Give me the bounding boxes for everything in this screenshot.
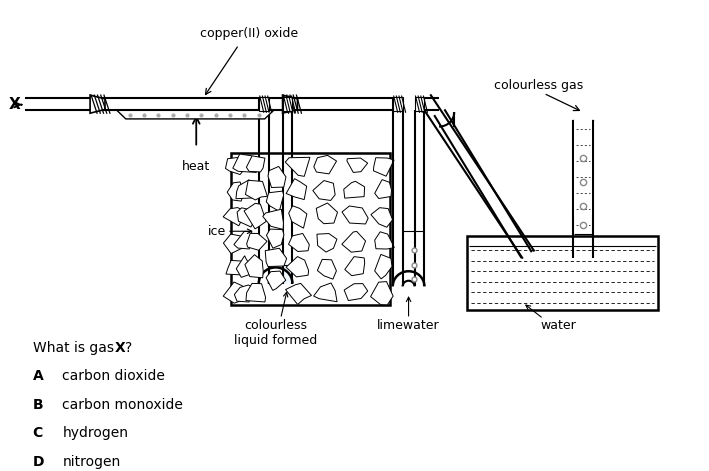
Text: hydrogen: hydrogen — [62, 426, 128, 440]
Text: water: water — [540, 319, 576, 332]
Polygon shape — [375, 232, 394, 249]
Polygon shape — [234, 231, 254, 249]
Polygon shape — [345, 257, 364, 276]
Bar — [469, 245, 656, 309]
Polygon shape — [236, 180, 257, 199]
Polygon shape — [236, 256, 255, 277]
Polygon shape — [314, 155, 337, 174]
Bar — [283, 265, 293, 284]
Polygon shape — [313, 180, 335, 201]
Bar — [574, 120, 592, 215]
Polygon shape — [265, 248, 286, 267]
Text: ice: ice — [208, 225, 226, 238]
Polygon shape — [259, 97, 269, 111]
Polygon shape — [235, 285, 255, 302]
Polygon shape — [223, 234, 248, 253]
Polygon shape — [223, 282, 250, 303]
Polygon shape — [268, 166, 286, 187]
Text: carbon dioxide: carbon dioxide — [62, 369, 165, 383]
Polygon shape — [244, 203, 266, 229]
Polygon shape — [316, 203, 337, 224]
Text: B: B — [33, 398, 43, 412]
Polygon shape — [342, 206, 368, 224]
Polygon shape — [375, 179, 391, 198]
Text: carbon monoxide: carbon monoxide — [62, 398, 183, 412]
Polygon shape — [233, 154, 257, 172]
Polygon shape — [342, 231, 366, 252]
Text: nitrogen: nitrogen — [62, 455, 121, 469]
Polygon shape — [415, 97, 425, 111]
Polygon shape — [226, 260, 249, 275]
Polygon shape — [313, 283, 337, 302]
Polygon shape — [286, 179, 307, 200]
Polygon shape — [247, 156, 265, 172]
Polygon shape — [247, 233, 267, 250]
Polygon shape — [246, 284, 266, 302]
Polygon shape — [286, 284, 311, 304]
Polygon shape — [289, 234, 309, 252]
Text: ?: ? — [125, 341, 132, 355]
Text: D: D — [33, 455, 44, 469]
Polygon shape — [283, 97, 293, 111]
Polygon shape — [223, 208, 246, 226]
Polygon shape — [318, 260, 336, 279]
Polygon shape — [225, 156, 245, 175]
Polygon shape — [263, 209, 284, 229]
Polygon shape — [267, 229, 284, 248]
Bar — [403, 231, 425, 302]
Polygon shape — [283, 95, 298, 113]
Polygon shape — [289, 206, 307, 228]
Text: heat: heat — [182, 160, 211, 173]
Text: colourless
liquid formed: colourless liquid formed — [234, 319, 317, 347]
Polygon shape — [371, 282, 393, 305]
Bar — [467, 236, 658, 310]
Polygon shape — [237, 208, 255, 227]
Polygon shape — [393, 97, 403, 111]
Polygon shape — [286, 257, 308, 277]
Polygon shape — [245, 255, 263, 278]
Polygon shape — [317, 234, 337, 252]
Text: limewater: limewater — [377, 319, 440, 332]
Text: X: X — [115, 341, 125, 355]
Polygon shape — [266, 271, 286, 291]
Text: C: C — [33, 426, 43, 440]
Text: What is gas: What is gas — [33, 341, 118, 355]
Polygon shape — [371, 208, 393, 227]
Polygon shape — [117, 110, 274, 119]
Polygon shape — [374, 254, 392, 279]
Polygon shape — [90, 95, 105, 113]
Text: colourless gas: colourless gas — [494, 79, 584, 92]
Polygon shape — [285, 157, 310, 176]
Polygon shape — [227, 182, 244, 201]
Text: A: A — [33, 369, 43, 383]
Text: copper(II) oxide: copper(II) oxide — [200, 26, 298, 40]
Bar — [231, 153, 390, 306]
Polygon shape — [374, 158, 394, 176]
Polygon shape — [267, 191, 284, 211]
Text: X: X — [9, 97, 21, 112]
Polygon shape — [347, 158, 368, 172]
Polygon shape — [344, 284, 368, 300]
Polygon shape — [245, 180, 267, 200]
Polygon shape — [344, 181, 364, 198]
